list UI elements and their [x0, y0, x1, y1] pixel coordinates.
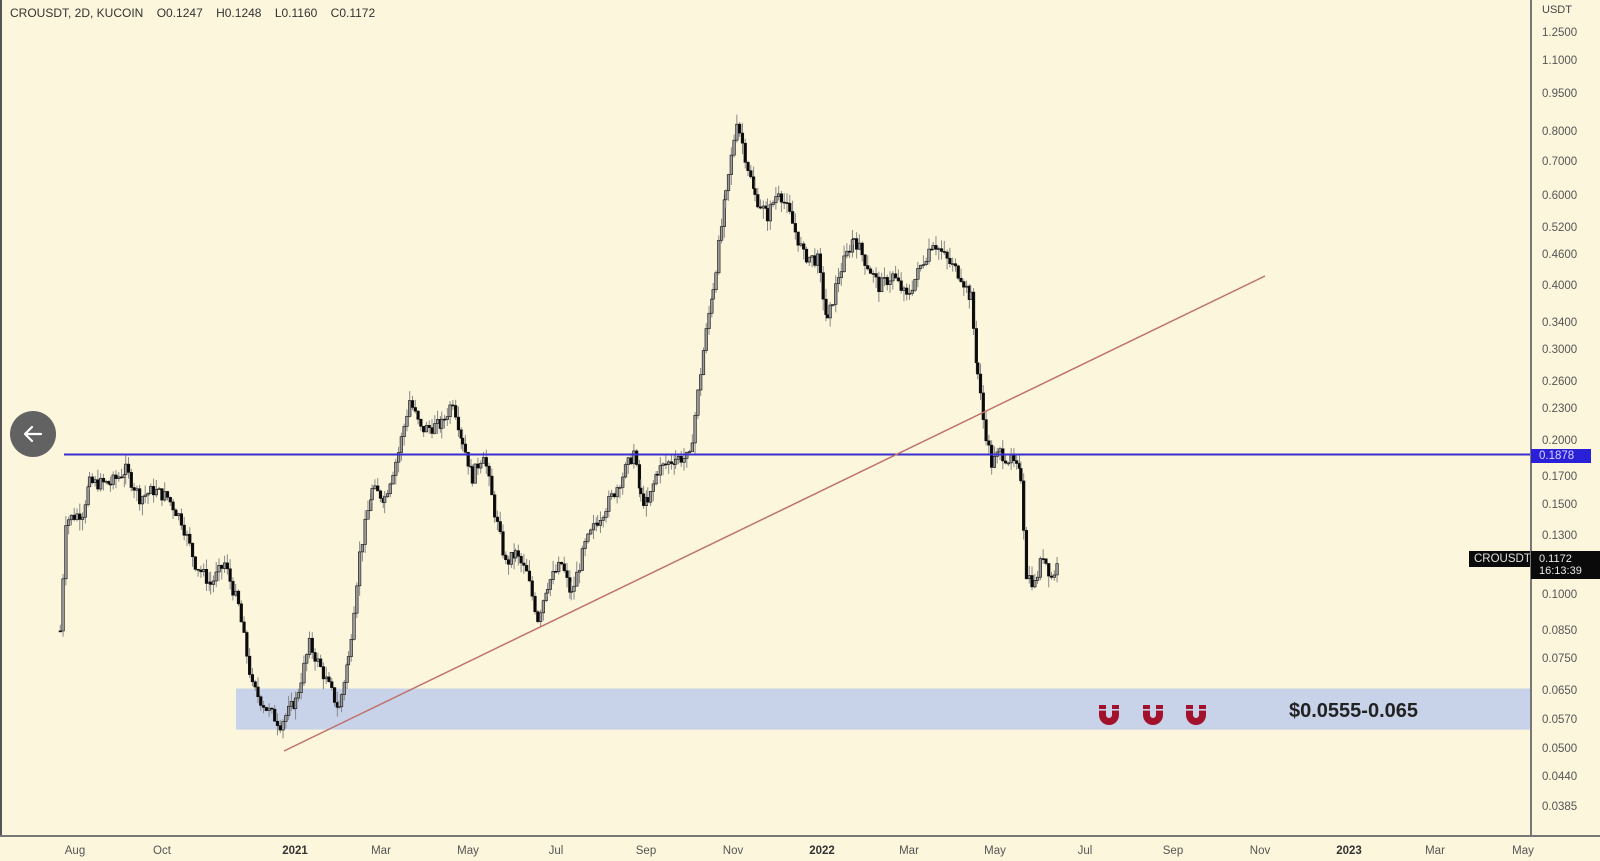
- price-tick: 0.6000: [1542, 190, 1578, 203]
- price-tick: 1.1000: [1542, 55, 1578, 68]
- time-tick: Oct: [153, 845, 171, 857]
- price-tick: 0.9500: [1542, 88, 1578, 101]
- time-tick: Nov: [722, 845, 744, 857]
- price-tick: 0.1500: [1542, 498, 1578, 511]
- symbol-legend: CROUSDT, 2D, KUCOIN O0.1247 H0.1248 L0.1…: [10, 6, 385, 20]
- time-axis[interactable]: Aug Oct 2021 Mar May Jul Sep Nov 2022 Mar May Jul Se…: [0, 835, 1600, 861]
- time-tick: Mar: [899, 845, 919, 857]
- time-tick: Jul: [548, 845, 564, 857]
- price-tick: 0.3000: [1542, 344, 1578, 357]
- time-tick: Sep: [1162, 845, 1184, 857]
- time-tick: May: [1512, 845, 1534, 857]
- price-tick: 0.0570: [1542, 713, 1578, 726]
- price-tick: 0.0850: [1542, 624, 1578, 637]
- price-tick: 0.3400: [1542, 316, 1578, 329]
- price-axis[interactable]: USDT 1.2500 1.1000 0.9500 0.8000 0.7000 0.600…: [1530, 0, 1600, 835]
- time-tick: May: [457, 845, 479, 857]
- ascending-trendline[interactable]: [283, 275, 1266, 752]
- time-tick: 2022: [809, 845, 835, 857]
- price-tick: 0.1300: [1542, 530, 1578, 543]
- price-tick: 0.0650: [1542, 684, 1578, 697]
- price-tick: 0.5200: [1542, 222, 1578, 235]
- back-button[interactable]: [10, 411, 56, 457]
- price-tick: 0.4600: [1542, 249, 1578, 262]
- support-zone-label: $0.0555-0.065: [1289, 699, 1419, 722]
- last-price-value: 0.1172: [1539, 553, 1572, 566]
- last-price-label: 0.1172 16:13:39: [1531, 551, 1600, 580]
- horizontal-line-price-label: 0.1878: [1531, 448, 1591, 463]
- support-zone[interactable]: [236, 688, 1532, 730]
- axis-unit: USDT: [1542, 4, 1572, 16]
- arrow-left-icon: [23, 425, 43, 443]
- time-tick: Jul: [1077, 845, 1093, 857]
- time-tick: 2023: [1336, 845, 1362, 857]
- time-tick: May: [984, 845, 1006, 857]
- price-tick: 0.1700: [1542, 470, 1578, 483]
- magnet-icon: [1140, 702, 1166, 728]
- time-tick: Aug: [64, 845, 86, 857]
- price-tick: 0.1000: [1542, 588, 1578, 601]
- legend-high: H0.1248: [216, 6, 262, 20]
- candles: [58, 114, 1059, 739]
- time-tick: Nov: [1249, 845, 1271, 857]
- time-tick: Sep: [635, 845, 657, 857]
- price-tick: 0.2600: [1542, 376, 1578, 389]
- price-tick: 0.4000: [1542, 280, 1578, 293]
- price-tick: 0.2300: [1542, 403, 1578, 416]
- magnet-icon: [1183, 702, 1209, 728]
- time-tick: 2021: [282, 845, 308, 857]
- legend-low: L0.1160: [274, 6, 318, 20]
- legend-close: C0.1172: [330, 6, 376, 20]
- time-tick: Mar: [1425, 845, 1445, 857]
- price-tick: 0.0750: [1542, 652, 1578, 665]
- magnet-icon: [1096, 702, 1122, 728]
- legend-title: CROUSDT, 2D, KUCOIN: [10, 6, 144, 20]
- price-tick: 0.7000: [1542, 155, 1578, 168]
- price-tick: 0.0500: [1542, 742, 1578, 755]
- chart-pane[interactable]: CROUSDT, 2D, KUCOIN O0.1247 H0.1248 L0.1…: [0, 0, 1536, 835]
- price-tick: 0.8000: [1542, 126, 1578, 139]
- price-tick: 0.2000: [1542, 434, 1578, 447]
- time-tick: Mar: [371, 845, 391, 857]
- price-tick: 0.0440: [1542, 771, 1578, 784]
- symbol-price-tag: CROUSDT: [1469, 551, 1536, 568]
- legend-open: O0.1247: [156, 6, 203, 20]
- price-plot[interactable]: [2, 0, 1532, 835]
- price-tick: 1.2500: [1542, 27, 1578, 39]
- bar-countdown: 16:13:39: [1539, 565, 1582, 578]
- price-tick: 0.0385: [1542, 801, 1578, 813]
